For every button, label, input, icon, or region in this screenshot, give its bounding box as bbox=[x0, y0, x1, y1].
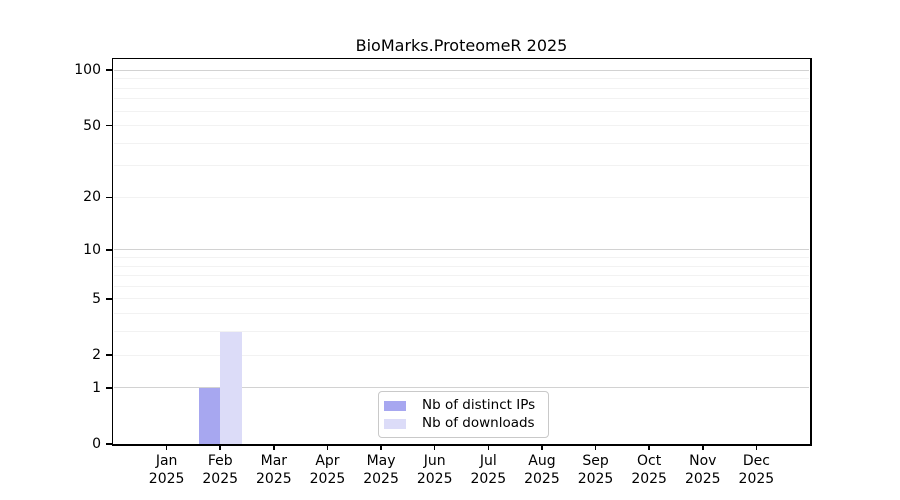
x-tick-label: Oct 2025 bbox=[613, 453, 685, 488]
x-tick-label: Sep 2025 bbox=[560, 453, 632, 488]
x-tick-label: Feb 2025 bbox=[184, 453, 256, 488]
x-tick-label: May 2025 bbox=[345, 453, 417, 488]
x-tick-year: 2025 bbox=[416, 470, 453, 487]
y-axis-tick bbox=[106, 196, 112, 199]
minor-gridline bbox=[114, 331, 809, 333]
y-tick-label: 20 bbox=[83, 189, 101, 206]
x-tick-month: Jun bbox=[423, 453, 446, 469]
x-tick-label: Jan 2025 bbox=[131, 453, 203, 488]
plot-spine-bottom bbox=[111, 444, 812, 446]
y-tick-label: 2 bbox=[92, 347, 101, 363]
x-tick-label: Mar 2025 bbox=[238, 453, 310, 488]
y-tick-label: 5 bbox=[92, 290, 101, 307]
x-tick-label: Jul 2025 bbox=[452, 453, 524, 488]
x-axis-tick bbox=[433, 445, 436, 450]
x-axis-tick bbox=[165, 445, 168, 450]
y-tick-label: 10 bbox=[83, 241, 101, 258]
y-axis-tick bbox=[106, 354, 112, 356]
minor-gridline bbox=[114, 298, 809, 300]
x-tick-year: 2025 bbox=[148, 470, 185, 487]
minor-gridline bbox=[114, 285, 809, 287]
legend-label-distinct-ips: Nb of distinct IPs bbox=[422, 397, 536, 413]
y-axis-tick bbox=[106, 443, 112, 445]
legend-swatch-downloads bbox=[384, 418, 406, 429]
minor-gridline bbox=[114, 313, 809, 315]
x-tick-year: 2025 bbox=[202, 470, 239, 487]
plot-spine-left bbox=[111, 57, 113, 446]
major-gridline bbox=[114, 249, 809, 251]
legend-swatch-distinct-ips bbox=[384, 400, 406, 411]
minor-gridline bbox=[114, 110, 809, 112]
x-axis-tick bbox=[273, 445, 275, 450]
minor-gridline bbox=[114, 78, 809, 80]
y-axis-tick bbox=[106, 124, 112, 127]
x-tick-year: 2025 bbox=[363, 470, 399, 487]
minor-gridline bbox=[114, 165, 809, 167]
x-axis-tick bbox=[541, 445, 543, 450]
x-tick-year: 2025 bbox=[256, 470, 292, 487]
minor-gridline bbox=[114, 142, 809, 144]
legend-label-downloads: Nb of downloads bbox=[422, 415, 535, 431]
major-gridline bbox=[114, 69, 809, 71]
x-tick-year: 2025 bbox=[470, 470, 507, 487]
x-axis-tick bbox=[702, 445, 704, 450]
x-axis-tick bbox=[594, 445, 597, 450]
x-tick-year: 2025 bbox=[577, 470, 614, 487]
y-tick-label: 0 bbox=[92, 436, 101, 452]
x-axis-tick bbox=[487, 445, 490, 450]
major-gridline bbox=[114, 387, 809, 389]
y-tick-label: 50 bbox=[83, 117, 101, 134]
x-tick-month: Feb bbox=[207, 453, 233, 469]
x-tick-label: Nov 2025 bbox=[667, 453, 739, 488]
x-axis-tick bbox=[326, 445, 329, 450]
x-tick-month: Oct bbox=[637, 453, 662, 469]
x-axis-tick bbox=[219, 445, 221, 450]
bar-downloads bbox=[220, 331, 242, 444]
x-tick-label: Apr 2025 bbox=[291, 453, 363, 488]
x-tick-label: Dec 2025 bbox=[720, 453, 792, 488]
legend-entry-downloads: Nb of downloads bbox=[384, 416, 535, 431]
x-tick-year: 2025 bbox=[309, 470, 346, 487]
x-tick-year: 2025 bbox=[631, 470, 667, 487]
y-axis-tick bbox=[106, 249, 112, 251]
minor-gridline bbox=[114, 87, 809, 89]
x-axis-tick bbox=[380, 445, 382, 450]
x-tick-month: Jan bbox=[155, 453, 178, 469]
plot-spine-top bbox=[111, 57, 812, 59]
minor-gridline bbox=[114, 196, 809, 198]
minor-gridline bbox=[114, 125, 809, 127]
x-tick-month: Dec bbox=[742, 453, 770, 469]
minor-gridline bbox=[114, 265, 809, 267]
x-tick-month: Mar bbox=[260, 453, 288, 469]
x-tick-month: Aug bbox=[528, 453, 556, 469]
legend: Nb of distinct IPs Nb of downloads bbox=[378, 391, 550, 438]
y-tick-label: 1 bbox=[92, 379, 101, 396]
bar-distinct-ips bbox=[198, 387, 221, 444]
y-axis-tick bbox=[106, 298, 112, 300]
x-tick-month: Apr bbox=[315, 453, 340, 469]
y-axis-tick bbox=[106, 69, 112, 71]
x-tick-year: 2025 bbox=[738, 470, 775, 487]
x-tick-label: Aug 2025 bbox=[506, 453, 578, 488]
minor-gridline bbox=[114, 256, 809, 258]
legend-entry-distinct-ips: Nb of distinct IPs bbox=[384, 398, 535, 413]
x-tick-month: Jul bbox=[479, 453, 497, 469]
x-axis-tick bbox=[755, 445, 758, 450]
x-tick-month: Sep bbox=[582, 453, 609, 469]
minor-gridline bbox=[114, 275, 809, 277]
x-tick-year: 2025 bbox=[684, 470, 721, 487]
y-axis-tick bbox=[106, 387, 112, 389]
chart-title: BioMarks.ProteomeR 2025 bbox=[355, 36, 568, 55]
minor-gridline bbox=[114, 354, 809, 356]
x-tick-label: Jun 2025 bbox=[399, 453, 471, 488]
y-tick-label: 100 bbox=[74, 62, 101, 79]
x-tick-month: Nov bbox=[689, 453, 717, 469]
x-tick-month: May bbox=[366, 453, 396, 469]
x-tick-year: 2025 bbox=[524, 470, 560, 487]
plot-spine-right bbox=[810, 57, 812, 446]
minor-gridline bbox=[114, 98, 809, 100]
x-axis-tick bbox=[648, 445, 650, 450]
